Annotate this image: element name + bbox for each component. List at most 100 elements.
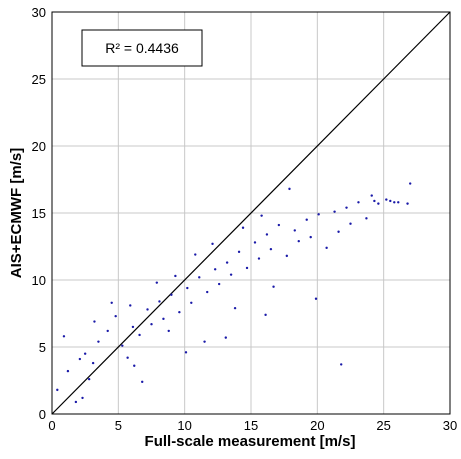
scatter-point bbox=[174, 274, 177, 278]
scatter-point bbox=[233, 306, 237, 310]
x-tick-label: 30 bbox=[443, 418, 457, 433]
scatter-point bbox=[373, 199, 376, 203]
scatter-point bbox=[285, 254, 289, 258]
scatter-point bbox=[377, 202, 380, 205]
scatter-point bbox=[184, 351, 188, 354]
r2-annotation-text: R² = 0.4436 bbox=[105, 40, 179, 56]
scatter-point bbox=[272, 285, 275, 288]
scatter-point bbox=[253, 241, 257, 244]
x-tick-label: 15 bbox=[244, 418, 258, 433]
scatter-point bbox=[333, 210, 336, 213]
scatter-point bbox=[385, 198, 388, 201]
scatter-point bbox=[365, 217, 368, 220]
scatter-point bbox=[257, 257, 261, 260]
scatter-point bbox=[158, 300, 161, 303]
scatter-point bbox=[66, 369, 70, 373]
scatter-point bbox=[237, 250, 241, 254]
scatter-point bbox=[265, 233, 269, 236]
scatter-point bbox=[213, 268, 217, 271]
scatter-point bbox=[288, 187, 291, 191]
scatter-point bbox=[126, 356, 129, 359]
scatter-point bbox=[397, 201, 400, 204]
scatter-point bbox=[155, 281, 159, 284]
scatter-point bbox=[314, 297, 318, 300]
scatter-point bbox=[110, 301, 113, 304]
scatter-point bbox=[224, 336, 227, 339]
scatter-point bbox=[87, 377, 91, 381]
scatter-point bbox=[245, 266, 249, 270]
scatter-point bbox=[138, 333, 141, 337]
scatter-point bbox=[178, 310, 181, 314]
scatter-point bbox=[241, 226, 245, 229]
y-tick-label: 0 bbox=[39, 407, 46, 422]
scatter-point bbox=[133, 364, 136, 367]
scatter-point bbox=[186, 286, 189, 290]
y-axis-label: AIS+ECMWF [m/s] bbox=[8, 148, 25, 278]
scatter-point bbox=[74, 400, 78, 404]
scatter-point bbox=[269, 247, 273, 251]
scatter-point bbox=[194, 253, 197, 256]
scatter-point bbox=[293, 229, 296, 232]
scatter-point bbox=[345, 206, 348, 209]
x-axis-label: Full-scale measurement [m/s] bbox=[145, 433, 356, 450]
scatter-point bbox=[150, 323, 153, 326]
y-tick-label: 30 bbox=[32, 5, 46, 20]
y-tick-label: 5 bbox=[39, 340, 46, 355]
scatter-point bbox=[162, 317, 165, 321]
x-tick-label: 5 bbox=[115, 418, 122, 433]
y-tick-label: 20 bbox=[32, 139, 46, 154]
y-tick-labels: 0 5 10 15 20 25 30 bbox=[32, 5, 46, 422]
scatter-point bbox=[340, 363, 343, 366]
scatter-point bbox=[217, 282, 221, 286]
scatter-point bbox=[260, 214, 263, 217]
scatter-point bbox=[325, 246, 328, 250]
scatter-point bbox=[317, 213, 320, 216]
y-tick-label: 25 bbox=[32, 72, 46, 87]
scatter-point bbox=[305, 218, 308, 221]
reference-line bbox=[51, 11, 451, 415]
scatter-point bbox=[97, 340, 100, 343]
x-tick-label: 0 bbox=[48, 418, 55, 433]
scatter-point bbox=[141, 380, 144, 384]
scatter-point bbox=[129, 304, 132, 307]
scatter-point bbox=[131, 325, 135, 329]
scatter-point bbox=[370, 194, 373, 197]
plot-frame bbox=[51, 11, 451, 415]
scatter-point bbox=[83, 352, 87, 355]
y-tick-label: 15 bbox=[32, 206, 46, 221]
scatter-point bbox=[297, 239, 300, 243]
scatter-point bbox=[62, 335, 66, 338]
scatter-point bbox=[167, 329, 170, 333]
scatter-point bbox=[91, 361, 95, 365]
y-tick-label: 10 bbox=[32, 273, 46, 288]
scatter-point bbox=[106, 329, 109, 333]
scatter-point bbox=[56, 388, 59, 392]
scatter-points bbox=[56, 182, 412, 404]
scatter-point bbox=[203, 340, 206, 343]
scatter-point bbox=[93, 320, 96, 323]
scatter-point bbox=[229, 273, 233, 276]
x-tick-label: 20 bbox=[310, 418, 324, 433]
scatter-point bbox=[211, 242, 214, 246]
scatter-point bbox=[409, 182, 412, 185]
scatter-point bbox=[406, 202, 409, 205]
scatter-point bbox=[309, 235, 312, 239]
scatter-point bbox=[81, 396, 84, 400]
scatter-point bbox=[206, 290, 209, 294]
scatter-point bbox=[264, 313, 267, 317]
scatter-point bbox=[393, 201, 396, 204]
scatter-point bbox=[225, 261, 229, 264]
x-tick-label: 25 bbox=[376, 418, 390, 433]
scatter-point bbox=[170, 293, 173, 296]
scatter-point bbox=[190, 301, 193, 304]
scatter-point bbox=[114, 314, 117, 318]
scatter-point bbox=[337, 230, 340, 233]
scatter-point bbox=[198, 276, 201, 279]
scatter-point bbox=[357, 201, 360, 204]
x-tick-labels: 0 5 10 15 20 25 30 bbox=[48, 418, 457, 433]
scatter-point bbox=[277, 223, 281, 227]
scatter-point bbox=[78, 357, 82, 361]
reference-line-group bbox=[51, 11, 451, 415]
scatter-point bbox=[121, 344, 124, 347]
